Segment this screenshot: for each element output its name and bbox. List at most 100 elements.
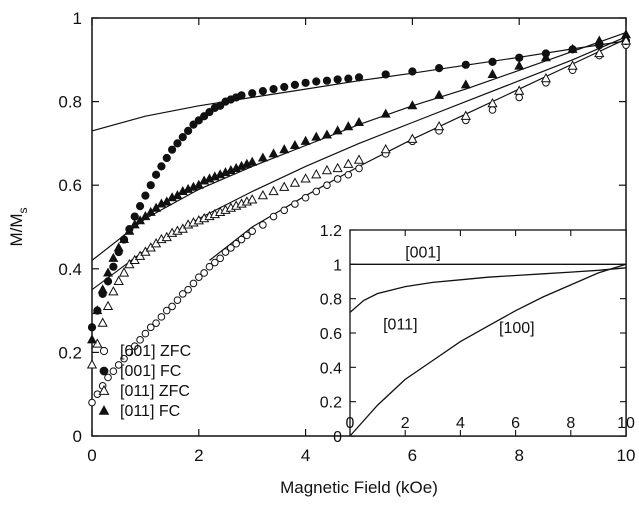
- data-point-filled-circle: [194, 116, 203, 125]
- series-open-circle: [88, 41, 630, 407]
- data-point-open-circle: [312, 187, 321, 196]
- data-point-open-triangle: [113, 275, 124, 285]
- data-point-open-circle: [125, 348, 134, 357]
- legend-entry: [011] ZFC: [98, 383, 190, 400]
- inset-x-tick-label: 10: [617, 415, 635, 432]
- x-tick-label: 0: [87, 446, 96, 465]
- data-point-filled-triangle: [487, 68, 498, 78]
- data-point-open-circle: [333, 175, 342, 183]
- data-point-filled-triangle: [279, 144, 290, 154]
- y-tick-label: 0.6: [58, 176, 82, 195]
- data-point-open-circle: [291, 200, 299, 208]
- inset-x-tick-label: 0: [346, 415, 355, 432]
- data-point-open-triangle: [567, 60, 578, 70]
- series-filled-triangle: [87, 29, 631, 344]
- data-point-open-circle: [323, 181, 331, 189]
- data-point-open-circle: [216, 254, 224, 263]
- data-point-open-triangle: [343, 158, 354, 168]
- data-point-open-circle: [227, 244, 235, 252]
- inset-y-tick-label: 1: [333, 257, 342, 274]
- x-tick-label: 10: [617, 446, 636, 465]
- data-point-filled-triangle: [567, 43, 578, 53]
- data-point-filled-triangle: [621, 29, 631, 39]
- data-point-open-circle: [301, 193, 310, 202]
- inset-curve: [349, 263, 627, 437]
- data-point-filled-circle: [162, 153, 171, 163]
- data-point-open-triangle: [353, 154, 365, 164]
- data-point-filled-circle: [258, 87, 267, 96]
- data-point-open-circle: [184, 285, 192, 294]
- data-point-open-triangle: [300, 173, 311, 183]
- data-point-filled-triangle: [87, 334, 97, 344]
- data-point-filled-triangle: [594, 35, 605, 45]
- data-point-open-triangle: [514, 85, 525, 95]
- data-point-open-circle: [162, 306, 171, 315]
- data-point-filled-circle: [280, 82, 289, 92]
- data-point-filled-circle: [434, 64, 444, 73]
- data-point-open-triangle: [97, 317, 108, 327]
- data-point-open-triangle: [407, 133, 418, 143]
- data-point-filled-circle: [408, 67, 417, 76]
- inset-label-011: [011]: [383, 317, 417, 334]
- data-point-open-circle: [88, 398, 96, 407]
- data-point-filled-triangle: [540, 52, 551, 62]
- data-point-filled-triangle: [268, 148, 279, 158]
- data-point-filled-circle: [381, 70, 390, 79]
- data-point-open-triangle: [289, 177, 301, 187]
- data-point-open-circle: [152, 319, 160, 327]
- data-point-open-circle: [146, 323, 155, 332]
- data-point-filled-circle: [301, 78, 310, 87]
- data-point-open-triangle: [433, 120, 445, 131]
- data-point-filled-triangle: [289, 139, 300, 150]
- data-point-open-circle: [237, 235, 246, 244]
- inset-lines: [349, 263, 627, 437]
- data-point-filled-circle: [216, 101, 225, 110]
- data-point-open-circle: [221, 248, 230, 256]
- data-point-open-circle: [173, 296, 182, 304]
- data-point-filled-circle: [151, 170, 161, 179]
- data-point-filled-circle: [135, 202, 145, 211]
- data-point-filled-circle: [141, 191, 150, 200]
- data-point-open-circle: [114, 361, 123, 369]
- legend-label: [011] FC: [120, 403, 180, 420]
- data-point-filled-triangle: [257, 152, 268, 162]
- data-point-open-triangle: [86, 359, 98, 369]
- data-point-open-circle: [248, 227, 256, 235]
- legend-entry: [001] ZFC: [99, 343, 191, 360]
- x-tick-label: 6: [408, 446, 417, 465]
- inset-x-tick-label: 8: [566, 415, 575, 432]
- data-point-open-triangle: [620, 35, 632, 45]
- data-point-open-circle: [200, 269, 208, 277]
- data-point-filled-circle: [248, 89, 257, 98]
- data-point-filled-circle: [290, 80, 300, 89]
- data-point-filled-triangle: [98, 405, 110, 415]
- legend-label: [001] ZFC: [120, 343, 191, 360]
- y-axis-label: M/Ms: [7, 207, 30, 246]
- data-point-filled-circle: [178, 133, 187, 142]
- data-point-open-circle: [189, 279, 198, 288]
- main-data-markers: [86, 29, 632, 407]
- data-point-open-circle: [211, 258, 219, 267]
- data-point-open-circle: [136, 336, 144, 344]
- data-point-open-circle: [178, 290, 187, 298]
- data-point-filled-circle: [461, 60, 470, 69]
- inset-curve: [349, 267, 627, 313]
- data-point-filled-triangle: [103, 267, 113, 277]
- x-tick-label: 4: [301, 446, 310, 465]
- data-point-filled-triangle: [343, 121, 354, 131]
- data-point-filled-circle: [146, 181, 155, 190]
- data-point-open-circle: [269, 212, 278, 221]
- data-point-filled-circle: [515, 53, 524, 62]
- data-point-filled-circle: [130, 212, 139, 221]
- data-point-open-triangle: [268, 185, 279, 196]
- data-point-filled-triangle: [247, 156, 258, 166]
- data-point-filled-triangle: [354, 116, 364, 127]
- data-point-filled-triangle: [460, 79, 471, 89]
- data-point-open-triangle: [332, 162, 343, 173]
- x-tick-label: 2: [194, 446, 203, 465]
- legend-entry: [011] FC: [98, 403, 180, 420]
- data-point-filled-circle: [333, 75, 342, 84]
- y-axis-label-subscript: s: [16, 207, 30, 213]
- data-point-open-circle: [104, 373, 112, 382]
